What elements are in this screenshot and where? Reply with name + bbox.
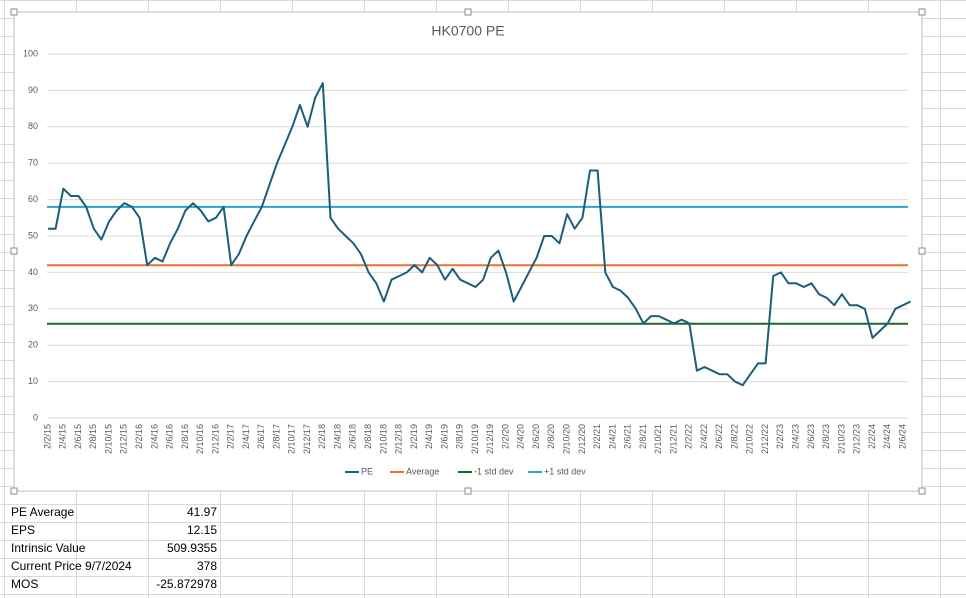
x-tick-label: 2/4/24 (882, 424, 892, 449)
x-tick-label: 2/12/22 (760, 424, 770, 454)
cell-value: 41.97 (187, 505, 217, 519)
x-tick-label: 2/6/21 (623, 424, 633, 449)
x-tick-label: 2/6/20 (531, 424, 541, 449)
x-tick-label: 2/8/16 (180, 424, 190, 449)
x-tick-label: 2/6/23 (806, 424, 816, 449)
x-tick-label: 2/2/23 (775, 424, 785, 449)
x-tick-label: 2/6/19 (439, 424, 449, 449)
cell-label: Intrinsic Value (11, 541, 86, 555)
legend-label: Average (406, 466, 439, 476)
y-tick-label: 40 (28, 267, 38, 277)
x-tick-label: 2/12/17 (302, 424, 312, 454)
x-tick-label: 2/12/23 (852, 424, 862, 454)
pe-line (48, 82, 912, 387)
x-tick-label: 2/4/23 (791, 424, 801, 449)
y-tick-label: 0 (33, 412, 38, 422)
y-tick-label: 70 (28, 158, 38, 168)
y-tick-label: 60 (28, 194, 38, 204)
x-tick-label: 2/10/21 (653, 424, 663, 454)
x-tick-label: 2/12/18 (394, 424, 404, 454)
x-tick-label: 2/12/16 (210, 424, 220, 454)
x-tick-label: 2/8/19 (455, 424, 465, 449)
x-tick-label: 2/2/18 (317, 424, 327, 449)
y-tick-label: 50 (28, 230, 38, 240)
x-tick-label: 2/4/16 (149, 424, 159, 449)
x-tick-label: 2/8/23 (821, 424, 831, 449)
cell-label: PE Average (11, 505, 74, 519)
chart-title: HK0700 PE (431, 23, 504, 39)
x-tick-label: 2/12/20 (577, 424, 587, 454)
x-tick-label: 2/8/20 (546, 424, 556, 449)
x-tick-label: 2/12/15 (119, 424, 129, 454)
cell-value: 509.9355 (167, 541, 217, 555)
x-tick-label: 2/4/22 (699, 424, 709, 449)
x-tick-label: 2/10/17 (287, 424, 297, 454)
handle[interactable] (464, 8, 472, 16)
cell-value: -25.872978 (156, 577, 217, 591)
chart-frame[interactable] (13, 11, 923, 492)
legend-label: PE (361, 466, 373, 476)
x-tick-label: 2/10/15 (103, 424, 113, 454)
x-tick-label: 2/2/22 (684, 424, 694, 449)
x-tick-label: 2/8/15 (88, 424, 98, 449)
cell-label: Current Price 9/7/2024 (11, 559, 132, 573)
cell-value: 378 (197, 559, 217, 573)
x-tick-label: 2/10/22 (745, 424, 755, 454)
y-tick-label: 10 (28, 376, 38, 386)
x-tick-label: 2/8/18 (363, 424, 373, 449)
x-tick-label: 2/6/17 (256, 424, 266, 449)
y-tick-label: 100 (23, 48, 38, 58)
handle[interactable] (918, 487, 926, 495)
x-tick-label: 2/8/21 (638, 424, 648, 449)
legend-label: -1 std dev (474, 466, 514, 476)
x-tick-label: 2/2/17 (226, 424, 236, 449)
x-tick-label: 2/2/20 (500, 424, 510, 449)
cell-label: MOS (11, 577, 38, 591)
cell-value: 12.15 (187, 523, 217, 537)
handle[interactable] (464, 487, 472, 495)
x-tick-label: 2/2/15 (42, 424, 52, 449)
x-tick-label: 2/4/17 (241, 424, 251, 449)
y-tick-label: 80 (28, 121, 38, 131)
x-tick-label: 2/4/18 (332, 424, 342, 449)
x-tick-label: 2/6/16 (165, 424, 175, 449)
x-tick-label: 2/8/17 (271, 424, 281, 449)
x-tick-label: 2/8/22 (729, 424, 739, 449)
cell-label: EPS (11, 523, 35, 537)
x-tick-label: 2/12/19 (485, 424, 495, 454)
x-tick-label: 2/6/24 (897, 424, 907, 449)
x-tick-label: 2/4/21 (607, 424, 617, 449)
x-tick-label: 2/10/18 (378, 424, 388, 454)
x-tick-label: 2/2/19 (409, 424, 419, 449)
x-tick-label: 2/2/16 (134, 424, 144, 449)
x-tick-label: 2/6/22 (714, 424, 724, 449)
y-tick-label: 30 (28, 303, 38, 313)
x-tick-label: 2/4/20 (516, 424, 526, 449)
handle[interactable] (10, 8, 18, 16)
x-tick-label: 2/10/19 (470, 424, 480, 454)
x-tick-label: 2/2/21 (592, 424, 602, 449)
x-tick-label: 2/10/23 (836, 424, 846, 454)
x-tick-label: 2/12/21 (668, 424, 678, 454)
x-tick-label: 2/4/19 (424, 424, 434, 449)
handle[interactable] (10, 487, 18, 495)
handle[interactable] (10, 247, 18, 255)
x-tick-label: 2/6/15 (73, 424, 83, 449)
x-tick-label: 2/4/15 (58, 424, 68, 449)
y-tick-label: 90 (28, 85, 38, 95)
resize-handles[interactable] (10, 8, 926, 495)
legend-label: +1 std dev (544, 466, 586, 476)
handle[interactable] (918, 8, 926, 16)
x-tick-label: 2/2/24 (867, 424, 877, 449)
x-tick-label: 2/10/16 (195, 424, 205, 454)
handle[interactable] (918, 247, 926, 255)
x-tick-label: 2/10/20 (561, 424, 571, 454)
x-tick-label: 2/6/18 (348, 424, 358, 449)
y-tick-label: 20 (28, 340, 38, 350)
